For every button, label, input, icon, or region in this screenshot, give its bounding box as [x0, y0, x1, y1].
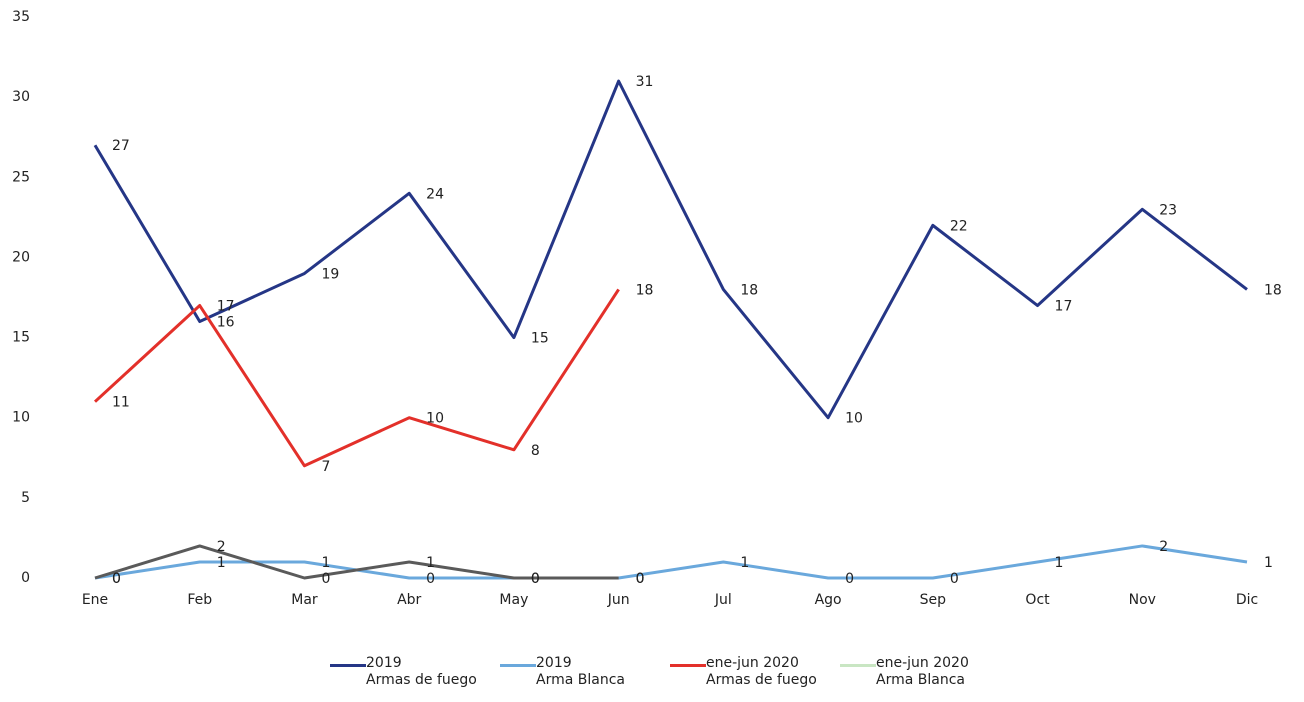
- data-label: 23: [1159, 202, 1177, 218]
- legend-label: ene-jun 2020 Arma Blanca: [876, 655, 969, 688]
- x-tick-label: Dic: [1236, 592, 1258, 608]
- y-tick-label: 30: [12, 89, 30, 105]
- y-tick-label: 5: [21, 490, 30, 506]
- data-label: 1: [217, 555, 226, 571]
- data-label: 2: [217, 539, 226, 555]
- data-label: 0: [950, 571, 959, 587]
- data-label: 0: [426, 571, 435, 587]
- x-tick-label: Jun: [607, 592, 630, 608]
- legend-item: ene-jun 2020 Arma Blanca: [840, 655, 1010, 689]
- x-tick-label: Feb: [187, 592, 212, 608]
- x-tick-label: Ene: [82, 592, 108, 608]
- data-label: 27: [112, 138, 130, 154]
- y-tick-label: 15: [12, 330, 30, 346]
- data-label: 18: [1264, 282, 1282, 298]
- legend-swatch: [500, 664, 536, 667]
- x-tick-label: May: [499, 592, 528, 608]
- data-label: 16: [217, 315, 235, 331]
- data-label: 19: [321, 266, 339, 282]
- data-label: 1: [740, 555, 749, 571]
- series-line: [93, 79, 1248, 420]
- legend-label: 2019 Arma Blanca: [536, 655, 625, 688]
- data-label: 10: [845, 411, 863, 427]
- data-label: 1: [426, 555, 435, 571]
- legend: 2019 Armas de fuego 2019 Arma Blanca ene-j…: [330, 655, 1010, 689]
- x-tick-label: Mar: [291, 592, 318, 608]
- data-label: 1: [1264, 555, 1273, 571]
- x-tick-label: Nov: [1129, 592, 1156, 608]
- data-label: 31: [636, 74, 654, 90]
- y-tick-label: 20: [12, 249, 30, 265]
- data-label: 10: [426, 411, 444, 427]
- y-tick-label: 25: [12, 169, 30, 185]
- x-tick-label: Ago: [815, 592, 842, 608]
- data-label: 18: [740, 282, 758, 298]
- y-tick-label: 10: [12, 410, 30, 426]
- data-label: 2: [1159, 539, 1168, 555]
- data-label: 0: [531, 571, 540, 587]
- x-tick-label: Jul: [714, 592, 732, 608]
- legend-item: ene-jun 2020 Armas de fuego: [670, 655, 840, 689]
- x-tick-label: Sep: [920, 592, 947, 608]
- y-tick-label: 0: [21, 570, 30, 586]
- data-label: 24: [426, 186, 444, 202]
- data-label: 0: [531, 571, 540, 587]
- legend-swatch: [670, 664, 706, 667]
- data-label: 0: [321, 571, 330, 587]
- data-label: 11: [112, 395, 130, 411]
- legend-label: ene-jun 2020 Armas de fuego: [706, 655, 817, 688]
- legend-swatch: [840, 664, 876, 667]
- data-label: 18: [636, 282, 654, 298]
- data-label: 0: [112, 571, 121, 587]
- x-tick-label: Abr: [397, 592, 421, 608]
- data-label: 0: [845, 571, 854, 587]
- legend-item: 2019 Arma Blanca: [500, 655, 670, 689]
- data-label: 0: [112, 571, 121, 587]
- data-label: 17: [217, 299, 235, 315]
- x-tick-label: Oct: [1025, 592, 1050, 608]
- data-label: 1: [321, 555, 330, 571]
- data-label: 8: [531, 443, 540, 459]
- series-line: [94, 544, 1248, 580]
- data-label: 0: [636, 571, 645, 587]
- series-line: [94, 544, 619, 580]
- data-label: 17: [1055, 299, 1073, 315]
- legend-swatch: [330, 664, 366, 667]
- data-label: 22: [950, 218, 968, 234]
- series-line: [93, 288, 620, 468]
- data-label: 15: [531, 331, 549, 347]
- legend-item: 2019 Armas de fuego: [330, 655, 500, 689]
- legend-label: 2019 Armas de fuego: [366, 655, 477, 688]
- y-tick-label: 35: [12, 9, 30, 25]
- data-label: 1: [1055, 555, 1064, 571]
- data-label: 0: [636, 571, 645, 587]
- data-label: 7: [321, 459, 330, 475]
